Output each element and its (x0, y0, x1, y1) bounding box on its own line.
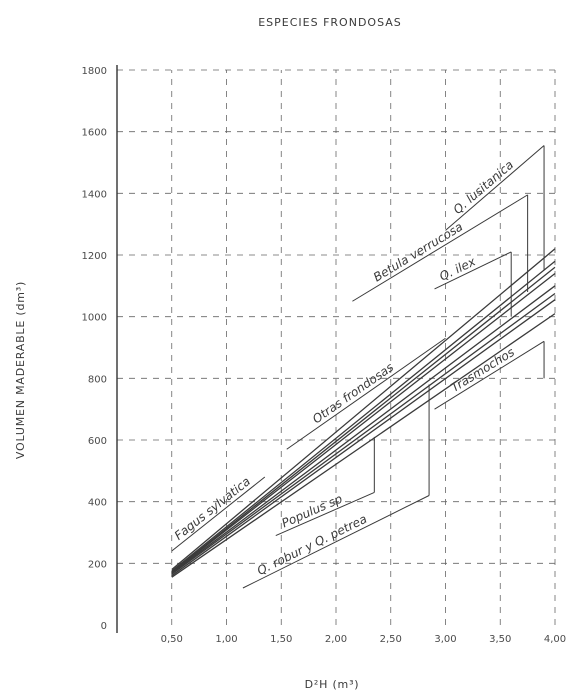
x-tick-labels: 0,50 1,00 1,50 2,00 2,50 3,00 3,50 4,00 (161, 634, 567, 645)
y-tick-label-4: 800 (88, 374, 107, 385)
series-line-4 (171, 285, 556, 574)
label-underline-2 (434, 251, 512, 290)
label-underline-5 (275, 491, 375, 537)
x-tick-label-1: 1,00 (215, 634, 237, 645)
x-tick-label-5: 3,00 (434, 634, 456, 645)
label-underline-1 (352, 194, 528, 302)
y-tick-label-8: 1600 (82, 128, 107, 139)
series-line-6 (171, 299, 556, 577)
x-tick-label-2: 1,50 (270, 634, 292, 645)
y-tick-label-1: 200 (88, 559, 107, 570)
x-tick-label-3: 2,00 (325, 634, 347, 645)
chart-title: ESPECIES FRONDOSAS (258, 16, 402, 29)
x-tick-label-7: 4,00 (544, 634, 566, 645)
y-tick-label-6: 1200 (82, 251, 107, 262)
x-tick-label-6: 3,50 (489, 634, 511, 645)
y-tick-label-9: 1800 (82, 66, 107, 77)
y-tick-label-7: 1400 (82, 189, 107, 200)
series-line-0 (171, 260, 556, 572)
label-underline-0 (445, 145, 545, 231)
series-line-7 (171, 313, 556, 578)
series-line-2 (171, 272, 556, 574)
y-tick-label-2: 400 (88, 498, 107, 509)
series-label-2: Q. ilex (437, 254, 478, 284)
x-tick-label-0: 0,50 (161, 634, 183, 645)
label-underline-6 (242, 495, 430, 589)
series-label-3: Fagus sylvatica (172, 474, 253, 543)
y-tick-label-5: 1000 (82, 313, 107, 324)
series-line-1 (171, 266, 556, 573)
y-tick-label-0: 0 (101, 621, 107, 632)
series-line-5 (171, 292, 556, 575)
x-tick-label-4: 2,50 (380, 634, 402, 645)
label-underline-4 (286, 337, 446, 450)
y-axis-label: VOLUMEN MADERABLE (dm³) (14, 281, 27, 459)
grid (117, 69, 556, 625)
label-underline-7 (434, 340, 545, 410)
x-axis-label: D²H (m³) (305, 678, 360, 691)
series-label-6: Q. robur y Q. petrea (255, 512, 369, 578)
y-tick-label-3: 600 (88, 436, 107, 447)
y-tick-labels: 0 200 400 600 800 1000 1200 1400 1600 1800 (82, 66, 107, 632)
label-underline-3 (171, 476, 266, 552)
series-line-3 (171, 248, 556, 570)
series-lines (171, 248, 556, 578)
